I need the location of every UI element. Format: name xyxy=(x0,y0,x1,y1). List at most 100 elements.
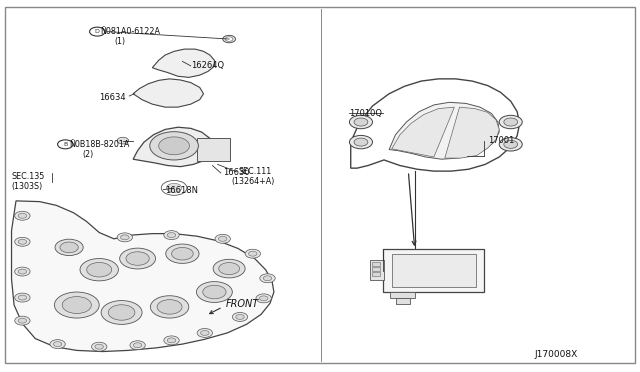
Circle shape xyxy=(58,140,73,149)
Bar xyxy=(396,298,410,304)
Circle shape xyxy=(164,336,179,345)
Circle shape xyxy=(223,35,236,43)
Circle shape xyxy=(117,233,132,242)
Circle shape xyxy=(150,132,198,160)
Circle shape xyxy=(256,294,271,303)
Text: 17010Q: 17010Q xyxy=(349,109,382,118)
Circle shape xyxy=(18,295,27,300)
Circle shape xyxy=(172,247,193,260)
Circle shape xyxy=(101,301,142,324)
Circle shape xyxy=(92,342,107,351)
Text: 16634: 16634 xyxy=(99,93,126,102)
Circle shape xyxy=(166,183,182,192)
Polygon shape xyxy=(152,49,214,77)
Circle shape xyxy=(259,296,268,301)
Bar xyxy=(372,272,380,276)
Circle shape xyxy=(55,239,83,256)
Circle shape xyxy=(248,251,257,256)
Circle shape xyxy=(197,328,212,337)
Circle shape xyxy=(349,135,372,149)
Bar xyxy=(390,292,415,298)
Circle shape xyxy=(200,330,209,336)
Circle shape xyxy=(219,263,239,275)
Circle shape xyxy=(80,259,118,281)
Circle shape xyxy=(218,236,227,241)
Text: SEC.135: SEC.135 xyxy=(12,172,45,181)
Circle shape xyxy=(15,211,30,220)
Circle shape xyxy=(260,274,275,283)
Polygon shape xyxy=(389,102,499,159)
Text: (13264+A): (13264+A) xyxy=(232,177,275,186)
Circle shape xyxy=(166,244,199,263)
Circle shape xyxy=(60,242,78,253)
Circle shape xyxy=(196,282,232,302)
Text: B: B xyxy=(63,142,67,147)
Circle shape xyxy=(15,293,30,302)
Text: 16618N: 16618N xyxy=(165,186,198,195)
Circle shape xyxy=(167,232,176,238)
Circle shape xyxy=(157,300,182,314)
Circle shape xyxy=(225,37,233,41)
Circle shape xyxy=(164,231,179,240)
Circle shape xyxy=(53,341,62,347)
Circle shape xyxy=(15,267,30,276)
Circle shape xyxy=(50,340,65,349)
Circle shape xyxy=(167,338,176,343)
Text: 16630: 16630 xyxy=(223,169,250,177)
Circle shape xyxy=(159,137,189,155)
Circle shape xyxy=(90,27,105,36)
Bar xyxy=(383,249,484,292)
Bar xyxy=(372,262,380,266)
Text: SEC.111: SEC.111 xyxy=(238,167,271,176)
Polygon shape xyxy=(133,127,212,167)
Circle shape xyxy=(499,138,522,151)
Bar xyxy=(197,138,230,161)
Circle shape xyxy=(263,276,272,281)
Circle shape xyxy=(215,234,230,243)
Circle shape xyxy=(232,312,248,321)
Polygon shape xyxy=(12,201,274,352)
Circle shape xyxy=(87,263,112,277)
Circle shape xyxy=(349,115,372,129)
Circle shape xyxy=(133,343,142,348)
Circle shape xyxy=(150,296,189,318)
Bar xyxy=(370,260,384,280)
Circle shape xyxy=(504,118,518,126)
Circle shape xyxy=(18,213,27,218)
Polygon shape xyxy=(351,79,520,171)
Circle shape xyxy=(95,344,104,349)
Text: FRONT: FRONT xyxy=(225,299,259,309)
Text: 16264Q: 16264Q xyxy=(191,61,224,70)
Circle shape xyxy=(15,237,30,246)
Text: D: D xyxy=(95,29,100,34)
Circle shape xyxy=(499,115,522,129)
Text: J170008X: J170008X xyxy=(534,350,578,359)
Polygon shape xyxy=(445,107,499,158)
Circle shape xyxy=(62,296,92,314)
Text: (1): (1) xyxy=(114,37,125,46)
Circle shape xyxy=(54,292,99,318)
Circle shape xyxy=(126,252,149,265)
Polygon shape xyxy=(392,107,454,157)
Circle shape xyxy=(15,316,30,325)
Text: (2): (2) xyxy=(82,150,93,159)
Bar xyxy=(372,267,380,271)
Circle shape xyxy=(236,314,244,320)
Text: Ñ0B18B-8201A: Ñ0B18B-8201A xyxy=(69,140,129,149)
Circle shape xyxy=(18,318,27,323)
Circle shape xyxy=(120,248,156,269)
Circle shape xyxy=(203,285,226,299)
Circle shape xyxy=(161,180,187,195)
Circle shape xyxy=(245,249,260,258)
Polygon shape xyxy=(133,79,204,107)
Circle shape xyxy=(18,239,27,244)
Circle shape xyxy=(354,118,368,126)
Circle shape xyxy=(354,138,368,146)
Bar xyxy=(392,254,476,287)
Text: Ñ081A0-6122A: Ñ081A0-6122A xyxy=(100,27,161,36)
Text: (1303S): (1303S) xyxy=(12,182,43,191)
Circle shape xyxy=(504,140,518,148)
Circle shape xyxy=(130,341,145,350)
Circle shape xyxy=(213,259,245,278)
Circle shape xyxy=(117,137,129,144)
